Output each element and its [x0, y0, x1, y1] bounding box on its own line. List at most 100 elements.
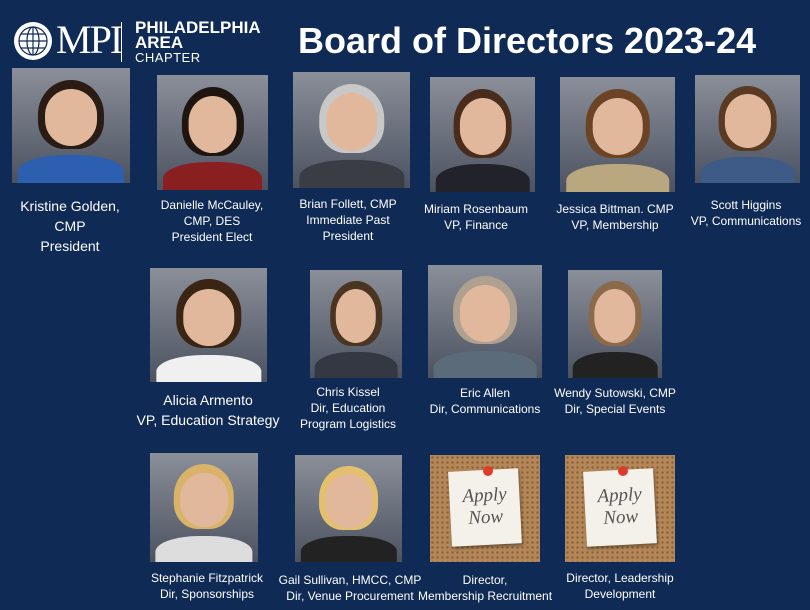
member-photo	[568, 270, 662, 378]
body-shape	[314, 352, 398, 378]
body-shape	[435, 164, 530, 192]
apply-now-text: Apply	[596, 484, 643, 508]
member-name: Brian Follett, CMP	[299, 197, 397, 211]
member-name: Danielle McCauley,	[160, 198, 264, 212]
member-role: Dir, Special Events	[564, 402, 666, 416]
member-name: Eric Allen	[459, 386, 511, 400]
member-name: Alicia Armento	[163, 392, 253, 408]
member-role: Dir, Communications	[429, 402, 541, 416]
pushpin-icon	[617, 465, 628, 476]
member-caption: Kristine Golden, CMP President	[20, 196, 120, 256]
apply-now-image: Apply Now	[430, 455, 540, 562]
member-photo	[12, 68, 130, 183]
apply-now-image: Apply Now	[565, 455, 675, 562]
member-caption: Brian Follett, CMP Immediate Past Presiden…	[299, 196, 396, 244]
logo-line3: CHAPTER	[135, 50, 201, 65]
member-caption: Eric Allen Dir, Communications	[430, 385, 541, 417]
logo-mpi: MPI	[56, 17, 123, 62]
body-shape	[565, 164, 670, 192]
member-name: Director,	[462, 573, 508, 587]
face-shape	[592, 97, 643, 156]
member-caption: Scott Higgins VP, Communications	[691, 197, 802, 229]
body-shape	[572, 352, 658, 378]
member-name: Miriam Rosenbaum	[423, 202, 529, 216]
face-shape	[459, 285, 511, 342]
member-photo	[695, 75, 800, 183]
member-caption: Wendy Sutowski, CMP Dir, Special Events	[554, 385, 676, 417]
member-photo	[293, 72, 410, 188]
member-role: President	[40, 238, 100, 254]
apply-now-note: Apply Now	[447, 468, 523, 547]
logo-divider	[121, 22, 122, 62]
face-shape	[594, 289, 636, 344]
mpi-globe-logo-icon	[14, 22, 52, 60]
member-role: CMP	[54, 218, 86, 234]
member-name: Chris Kissel	[316, 385, 380, 399]
apply-now-text: Now	[602, 506, 639, 530]
member-caption: Director, Leadership Development	[566, 570, 673, 602]
member-role: CMP, DES	[183, 214, 241, 228]
logo-line2: AREA	[135, 33, 184, 52]
body-shape	[700, 157, 795, 183]
member-role: VP, Education Strategy	[136, 412, 280, 428]
member-photo	[150, 268, 267, 382]
face-shape	[188, 95, 237, 154]
face-shape	[182, 288, 235, 346]
apply-now-note: Apply Now	[582, 468, 658, 547]
member-name: Stephanie Fitzpatrick	[150, 571, 264, 585]
member-name: Gail Sullivan, HMCC, CMP	[278, 573, 422, 587]
apply-now-text: Apply	[461, 484, 508, 508]
face-shape	[335, 289, 377, 344]
member-caption: Director, Membership Recruitment	[418, 572, 552, 604]
member-role: President Elect	[171, 230, 253, 244]
body-shape	[155, 535, 253, 562]
member-caption: Miriam Rosenbaum VP, Finance	[424, 201, 528, 233]
body-shape	[300, 536, 397, 562]
member-name: Jessica Bittman. CMP	[556, 202, 674, 216]
member-caption: Alicia Armento VP, Education Strategy	[137, 390, 280, 430]
face-shape	[459, 97, 506, 156]
member-photo	[310, 270, 402, 378]
member-role: Development	[584, 587, 656, 601]
member-caption: Danielle McCauley, CMP, DES President Elec…	[161, 197, 264, 245]
body-shape	[298, 160, 405, 188]
face-shape	[724, 94, 771, 149]
member-name: Scott Higgins	[710, 198, 782, 212]
member-photo	[428, 265, 542, 378]
member-photo	[560, 77, 675, 192]
body-shape	[155, 354, 262, 382]
member-photo	[430, 77, 535, 192]
member-name: Director, Leadership	[566, 571, 674, 585]
member-caption: Stephanie Fitzpatrick Dir, Sponsorships	[151, 570, 263, 602]
member-role: Immediate Past	[306, 213, 390, 227]
member-role: Program Logistics	[299, 417, 397, 431]
member-caption: Chris Kissel Dir, Education Program Logist…	[300, 384, 396, 432]
face-shape	[324, 474, 373, 528]
member-name: Kristine Golden,	[20, 198, 120, 214]
member-role: Dir, Sponsorships	[159, 587, 255, 601]
face-shape	[45, 88, 97, 147]
member-caption: Gail Sullivan, HMCC, CMP Dir, Venue Procu…	[279, 572, 422, 604]
member-role: Dir, Education	[310, 401, 386, 415]
member-caption: Jessica Bittman. CMP VP, Membership	[556, 201, 673, 233]
page-title: Board of Directors 2023-24	[298, 20, 757, 61]
apply-now-text: Now	[467, 506, 504, 530]
member-photo	[150, 453, 258, 562]
member-role: Membership Recruitment	[417, 589, 553, 603]
face-shape	[325, 92, 378, 151]
body-shape	[433, 350, 537, 378]
member-name: Wendy Sutowski, CMP	[554, 386, 676, 400]
logo-line1: PHILADELPHIA	[135, 18, 261, 37]
pushpin-icon	[482, 465, 493, 476]
face-shape	[180, 472, 228, 528]
body-shape	[17, 155, 125, 183]
member-role: Dir, Venue Procurement	[286, 589, 414, 603]
member-photo	[295, 455, 402, 562]
logo-chapter: PHILADELPHIA AREA CHAPTER	[135, 18, 261, 65]
body-shape	[162, 162, 263, 190]
member-role: VP, Membership	[571, 218, 659, 232]
member-photo	[157, 75, 268, 190]
member-role: President	[322, 229, 374, 243]
member-role: VP, Finance	[444, 218, 508, 232]
member-role: VP, Communications	[690, 214, 802, 228]
